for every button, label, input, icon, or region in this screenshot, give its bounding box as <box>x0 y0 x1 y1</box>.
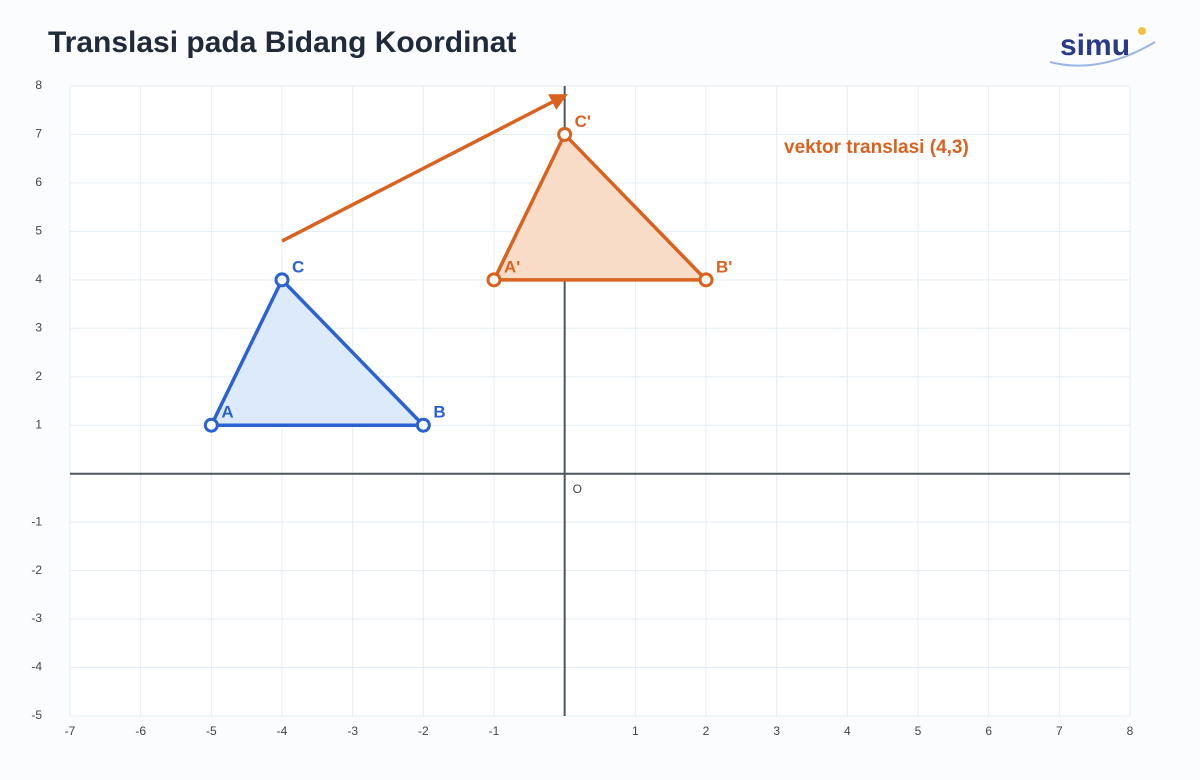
x-tick-label: -6 <box>135 724 146 738</box>
vertex-label: C <box>292 257 304 276</box>
vertex <box>557 126 573 142</box>
logo-dot <box>1138 27 1146 35</box>
x-tick-label: 2 <box>703 724 710 738</box>
y-tick-label: 1 <box>35 417 42 431</box>
vertex <box>274 272 290 288</box>
y-tick-label: -1 <box>31 514 42 528</box>
x-tick-label: -4 <box>277 724 288 738</box>
y-tick-label: 2 <box>35 369 42 383</box>
x-tick-label: 7 <box>1056 724 1063 738</box>
annotation: vektor translasi (4,3) <box>784 137 969 158</box>
y-tick-label: -4 <box>31 660 42 674</box>
x-tick-label: -1 <box>489 724 500 738</box>
y-tick-label: -2 <box>31 563 42 577</box>
y-tick-label: -3 <box>31 611 42 625</box>
x-tick-label: -3 <box>347 724 358 738</box>
x-tick-label: -5 <box>206 724 217 738</box>
y-tick-label: 5 <box>35 224 42 238</box>
x-tick-label: -2 <box>418 724 429 738</box>
vertex-label: A <box>221 403 233 422</box>
vertex-label: A' <box>504 257 520 276</box>
translation-arrow <box>281 94 568 243</box>
x-tick-label: 4 <box>844 724 851 738</box>
x-tick-label: 6 <box>985 724 992 738</box>
vertex <box>415 417 431 433</box>
x-tick-label: -7 <box>65 724 76 738</box>
y-tick-label: -5 <box>31 708 42 722</box>
triangle <box>209 278 426 427</box>
x-tick-label: 3 <box>773 724 780 738</box>
vertex <box>698 272 714 288</box>
x-tick-label: 8 <box>1127 724 1134 738</box>
vertex <box>486 272 502 288</box>
title: Translasi pada Bidang Koordinat <box>48 26 516 59</box>
y-tick-label: 7 <box>35 127 42 141</box>
logo: simu <box>1060 29 1130 62</box>
y-tick-label: 8 <box>35 78 42 92</box>
triangle <box>492 132 708 282</box>
vertex-label: B <box>433 403 445 422</box>
origin-label: O <box>573 482 582 496</box>
y-tick-label: 6 <box>35 175 42 189</box>
x-tick-label: 5 <box>915 724 922 738</box>
x-tick-label: 1 <box>632 724 639 738</box>
vertex <box>203 417 219 433</box>
vertex-label: B' <box>716 257 732 276</box>
vertex-label: C' <box>575 112 591 131</box>
y-tick-label: 3 <box>35 320 42 334</box>
logo-swoosh <box>1049 41 1156 67</box>
y-tick-label: 4 <box>35 272 42 286</box>
